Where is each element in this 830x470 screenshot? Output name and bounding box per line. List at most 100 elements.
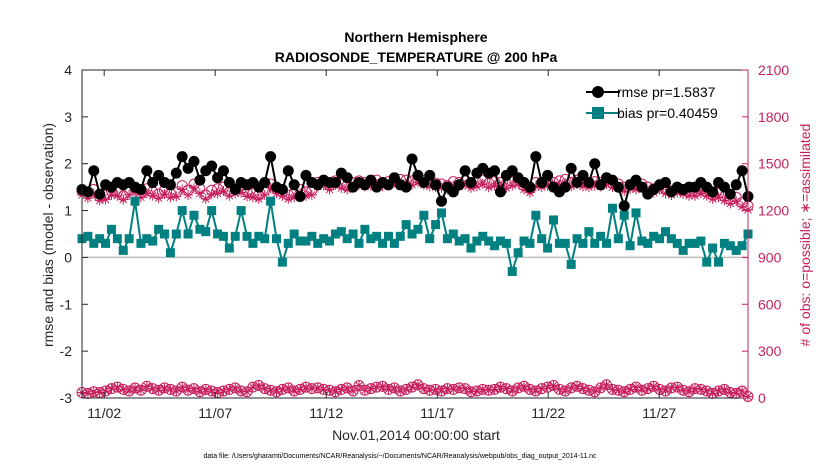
bias-point — [490, 241, 500, 251]
obs-assimilated-point — [625, 384, 636, 395]
rmse-point — [206, 160, 218, 172]
rmse-point — [217, 165, 229, 177]
bias-point — [655, 234, 665, 244]
y-left-tick-label: 1 — [64, 203, 72, 219]
bias-point — [142, 234, 152, 244]
obs-assimilated-point — [224, 190, 235, 201]
rmse-point — [188, 155, 200, 167]
bias-point — [366, 234, 376, 244]
bias-point — [725, 241, 735, 251]
rmse-point — [724, 188, 736, 200]
obs-assimilated-point — [660, 385, 671, 396]
obs-assimilated-point — [247, 192, 258, 203]
bias-point — [89, 238, 99, 248]
obs-assimilated-point — [477, 384, 488, 395]
bias-point — [637, 236, 647, 246]
bias-point — [289, 229, 299, 239]
bias-point — [330, 229, 340, 239]
obs-assimilated-point — [507, 385, 518, 396]
obs-assimilated-point — [607, 182, 618, 193]
obs-assimilated-point — [719, 384, 730, 395]
obs-assimilated-point — [218, 385, 229, 396]
bias-point — [383, 231, 393, 241]
obs-assimilated-point — [601, 379, 612, 390]
obs-assimilated-point — [318, 384, 329, 395]
rmse-point — [430, 179, 442, 191]
y-right-tick-label: 1500 — [758, 156, 789, 172]
bias-point — [171, 229, 181, 239]
obs-assimilated-point — [465, 386, 476, 397]
obs-assimilated-point — [513, 382, 524, 393]
bias-point — [660, 227, 670, 237]
obs-assimilated-point — [554, 384, 565, 395]
obs-assimilated-point — [460, 179, 471, 190]
bias-point — [295, 236, 305, 246]
obs-assimilated-point — [171, 385, 182, 396]
rmse-point — [94, 188, 106, 200]
rmse-point — [530, 151, 542, 163]
bias-point — [189, 210, 199, 220]
y-left-tick-label: -2 — [60, 343, 73, 359]
y-axis-label-left: rmse and bias (model - observation) — [40, 123, 56, 347]
obs-assimilated-point — [389, 382, 400, 393]
data-file-footnote: data file: /Users/gharamti/Documents/NCA… — [203, 453, 597, 460]
bias-point — [696, 236, 706, 246]
rmse-point — [170, 167, 182, 179]
obs-assimilated-point — [206, 189, 217, 200]
rmse-point — [135, 183, 147, 195]
bias-point — [372, 231, 382, 241]
obs-assimilated-point — [666, 382, 677, 393]
y-left-tick-label: 3 — [64, 109, 72, 125]
bias-point — [213, 229, 223, 239]
rmse-point — [276, 183, 288, 195]
bias-point — [201, 227, 211, 237]
bias-point — [236, 206, 246, 216]
bias-point — [224, 243, 234, 253]
obs-assimilated-point — [460, 383, 471, 394]
bias-point — [672, 238, 682, 248]
y-right-tick-label: 900 — [758, 249, 782, 265]
obs-assimilated-point — [141, 188, 152, 199]
obs-assimilated-point — [112, 382, 123, 393]
x-tick-label: 11/27 — [642, 405, 676, 421]
obs-assimilated-point — [159, 189, 170, 200]
bias-point — [342, 234, 352, 244]
bias-point — [207, 206, 217, 216]
obs-assimilated-point — [648, 381, 659, 392]
obs-assimilated-point — [354, 380, 365, 391]
obs-assimilated-point — [542, 180, 553, 191]
bias-point — [325, 236, 335, 246]
bias-point — [566, 259, 576, 269]
bias-point — [254, 231, 264, 241]
obs-assimilated-point — [412, 177, 423, 188]
bias-point — [560, 238, 570, 248]
y-right-tick-label: 300 — [758, 343, 782, 359]
obs-assimilated-point — [135, 192, 146, 203]
obs-assimilated-point — [707, 388, 718, 399]
obs-assimilated-point — [713, 192, 724, 203]
obs-assimilated-point — [672, 382, 683, 393]
bias-point — [354, 238, 364, 248]
obs-assimilated-point — [454, 382, 465, 393]
bias-point — [702, 257, 712, 267]
bias-point — [277, 257, 287, 267]
obs-assimilated-point — [224, 384, 235, 395]
obs-assimilated-point — [300, 382, 311, 393]
bias-point — [336, 227, 346, 237]
bias-point — [83, 231, 93, 241]
bias-point — [549, 215, 559, 225]
obs-assimilated-point — [236, 187, 247, 198]
chart-title-line2: RADIOSONDE_TEMPERATURE @ 200 hPa — [275, 49, 558, 65]
bias-point — [271, 234, 281, 244]
bias-point — [378, 238, 388, 248]
obs-assimilated-point — [589, 386, 600, 397]
obs-assimilated-point — [206, 385, 217, 396]
obs-assimilated-point — [483, 385, 494, 396]
obs-assimilated-point — [725, 198, 736, 209]
bias-point — [525, 238, 535, 248]
obs-assimilated-point — [277, 190, 288, 201]
obs-assimilated-point — [725, 387, 736, 398]
bias-point — [519, 236, 529, 246]
bias-point — [407, 229, 417, 239]
obs-assimilated-point — [82, 388, 93, 399]
